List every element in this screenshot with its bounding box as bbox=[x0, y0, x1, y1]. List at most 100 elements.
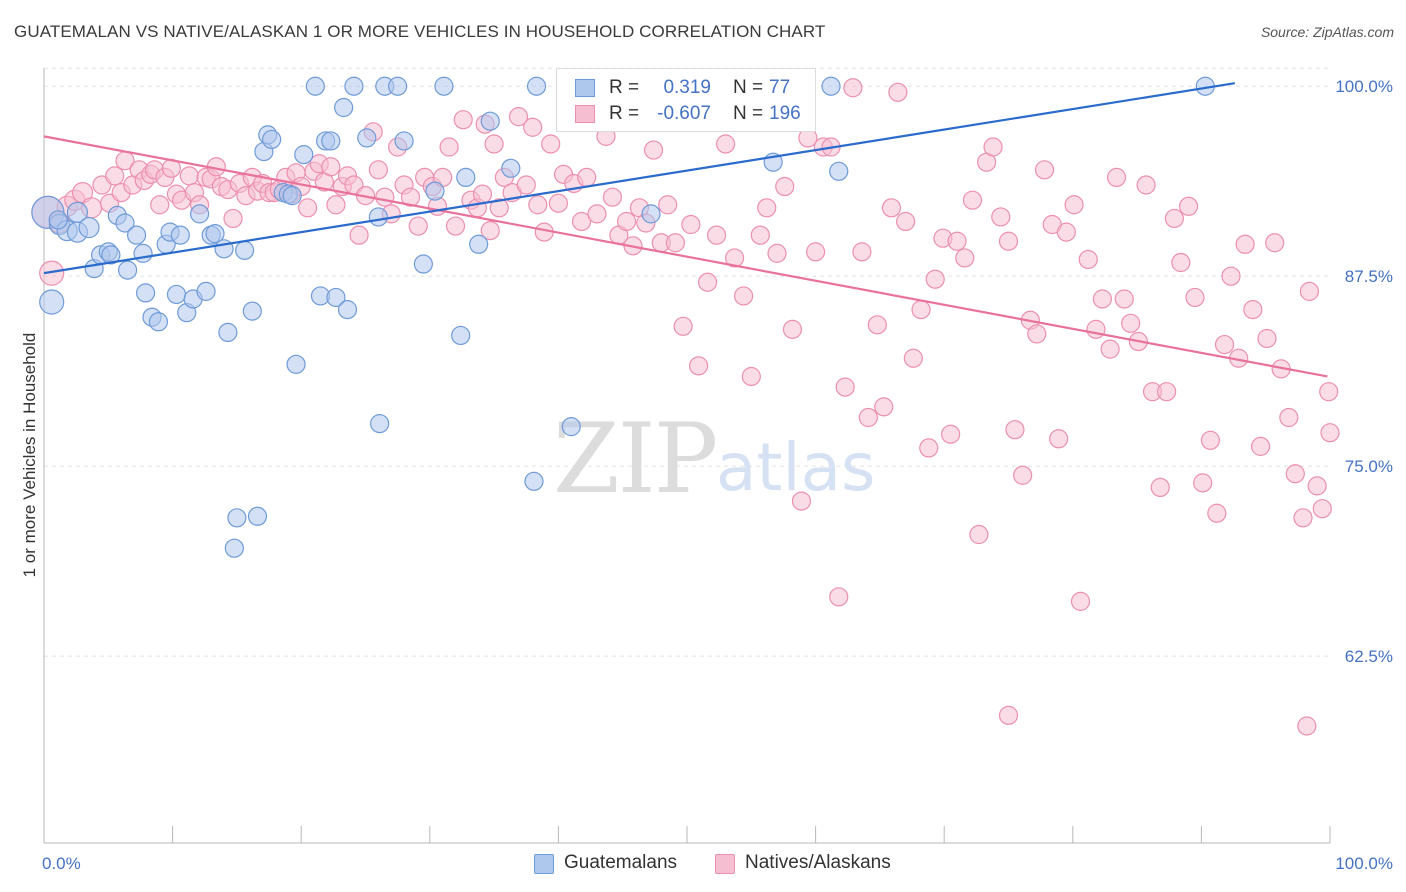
native-alaskan-point bbox=[983, 137, 1003, 157]
native-alaskan-point bbox=[1092, 289, 1112, 309]
guatemalan-point bbox=[78, 216, 100, 239]
legend-swatch-blue bbox=[575, 79, 595, 97]
native-alaskan-point bbox=[1299, 281, 1320, 301]
native-alaskan-point bbox=[1121, 313, 1141, 333]
native-alaskan-point bbox=[1265, 233, 1285, 253]
native-alaskan-point bbox=[1214, 334, 1235, 355]
native-alaskan-point bbox=[998, 231, 1019, 251]
guatemalan-point bbox=[48, 210, 68, 230]
native-alaskan-point bbox=[472, 184, 493, 204]
native-alaskan-point bbox=[835, 377, 855, 397]
guatemalan-point bbox=[286, 354, 306, 374]
native-alaskan-point bbox=[697, 272, 718, 292]
guatemalan-point bbox=[321, 131, 341, 151]
guatemalan-point bbox=[370, 413, 390, 434]
native-alaskan-point bbox=[508, 107, 529, 127]
watermark: ZIP atlas bbox=[553, 403, 876, 515]
guatemalan-point bbox=[524, 471, 544, 491]
native-alaskan-point bbox=[408, 216, 428, 236]
native-alaskan-point bbox=[706, 225, 727, 245]
guatemalan-point bbox=[334, 97, 354, 118]
native-alaskan-point bbox=[867, 315, 887, 335]
guatemalan-point bbox=[117, 260, 138, 280]
native-alaskan-point bbox=[925, 269, 945, 289]
watermark-zip: ZIP bbox=[553, 403, 716, 515]
y-tick-label: 100.0% bbox=[1335, 77, 1393, 96]
native-alaskan-point bbox=[1243, 300, 1263, 320]
native-alaskan-point bbox=[1178, 196, 1199, 216]
native-alaskan-point bbox=[919, 438, 939, 458]
native-alaskan-point bbox=[1171, 252, 1191, 273]
native-alaskan-point bbox=[321, 157, 341, 177]
native-alaskan-point bbox=[577, 167, 597, 188]
native-alaskan-point bbox=[991, 207, 1011, 227]
native-alaskan-point bbox=[105, 166, 125, 186]
y-axis-label: 1 or more Vehicles in Household bbox=[20, 333, 39, 578]
native-alaskan-point bbox=[741, 366, 761, 387]
y-tick-label: 87.5% bbox=[1345, 267, 1393, 286]
native-alaskan-point bbox=[1297, 716, 1317, 736]
native-alaskan-point bbox=[1320, 423, 1340, 443]
guatemalan-point bbox=[337, 300, 358, 320]
trend-lines bbox=[43, 82, 1328, 378]
native-alaskan-point bbox=[874, 397, 894, 417]
guatemalan-point bbox=[368, 207, 388, 227]
native-alaskan-point bbox=[375, 187, 395, 207]
native-alaskan-point bbox=[548, 193, 569, 213]
guatemalan-point bbox=[166, 284, 187, 305]
native-alaskan-point bbox=[445, 216, 466, 236]
native-alaskan-point bbox=[775, 176, 795, 197]
y-tick-label: 62.5% bbox=[1345, 647, 1393, 666]
native-alaskan-point bbox=[791, 491, 812, 511]
native-alaskan-point bbox=[767, 243, 787, 263]
native-alaskan-point bbox=[969, 524, 989, 545]
native-alaskan-point bbox=[39, 260, 65, 286]
guatemalan-point bbox=[294, 145, 314, 165]
native-alaskan-point bbox=[896, 211, 916, 232]
native-alaskan-point bbox=[1164, 208, 1184, 229]
guatemalan-point bbox=[218, 322, 238, 343]
guatemalan-point bbox=[227, 508, 247, 528]
guatemalan-point bbox=[247, 506, 268, 526]
legend-n-label: N = bbox=[733, 77, 764, 98]
guatemalan-point bbox=[357, 128, 377, 148]
y-tick-label: 75.0% bbox=[1345, 457, 1393, 476]
native-alaskan-point bbox=[179, 166, 199, 186]
native-alaskan-point bbox=[888, 82, 908, 102]
legend-row-guatemalans: R = 0.319 N = 77 bbox=[557, 75, 815, 101]
native-alaskan-point bbox=[688, 356, 709, 376]
native-alaskan-point bbox=[962, 190, 983, 210]
native-alaskan-point bbox=[947, 231, 967, 251]
native-alaskan-point bbox=[541, 134, 561, 154]
native-alaskan-point bbox=[1221, 266, 1241, 286]
guatemalan-point bbox=[262, 129, 282, 150]
guatemalan-point bbox=[641, 204, 661, 224]
guatemalan-point bbox=[282, 186, 302, 206]
native-alaskan-point bbox=[1027, 324, 1047, 344]
legend-swatch-natives-alaskans bbox=[715, 854, 735, 874]
native-alaskan-point bbox=[326, 195, 346, 215]
legend-swatch-pink bbox=[575, 105, 595, 123]
native-alaskan-point bbox=[1157, 382, 1177, 402]
guatemalan-point bbox=[196, 281, 216, 301]
native-alaskan-point bbox=[881, 198, 902, 218]
native-alaskan-point bbox=[1070, 591, 1091, 611]
native-alaskan-point bbox=[453, 110, 473, 130]
guatemalan-point bbox=[326, 287, 346, 308]
native-alaskan-point bbox=[1185, 287, 1205, 308]
legend-r-value: 0.319 bbox=[663, 77, 711, 98]
native-alaskan-point bbox=[733, 286, 754, 306]
watermark-atlas: atlas bbox=[716, 429, 876, 506]
guatemalan-point bbox=[501, 158, 521, 178]
y-tick-labels: 62.5% 75.0% 87.5% 100.0% bbox=[1335, 77, 1393, 666]
native-alaskan-point bbox=[1106, 167, 1127, 188]
legend-r-label: R = bbox=[609, 77, 640, 98]
guatemalan-point bbox=[170, 225, 190, 245]
guatemalan-point bbox=[394, 131, 414, 151]
guatemalan-point bbox=[126, 225, 147, 245]
native-alaskan-point bbox=[911, 300, 931, 320]
native-alaskan-point bbox=[616, 211, 637, 232]
guatemalan-point bbox=[205, 224, 225, 244]
native-alaskan-point bbox=[480, 220, 500, 241]
